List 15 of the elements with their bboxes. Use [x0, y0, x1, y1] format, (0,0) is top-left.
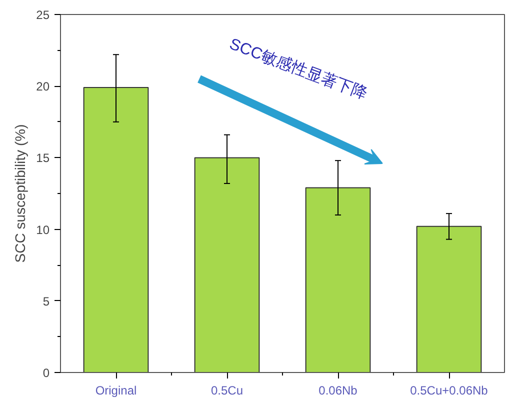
bar	[83, 87, 149, 372]
y-tick-label: 10	[36, 222, 50, 237]
y-tick-label: 0	[42, 366, 50, 380]
x-tick-label: 0.5Cu+0.06Nb	[410, 384, 488, 398]
bar	[416, 226, 482, 372]
y-tick-label: 15	[36, 151, 50, 166]
bar	[305, 187, 371, 372]
annotation: SCC敏感性显著下降	[227, 34, 370, 104]
y-tick-label: 20	[36, 80, 50, 94]
x-tick-label: 0.06Nb	[318, 384, 358, 398]
y-axis-title: SCC susceptibility (%)	[12, 124, 28, 263]
x-tick-label: 0.5Cu	[210, 384, 244, 398]
x-tick-label: Original	[95, 384, 137, 398]
y-tick-label: 5	[42, 294, 50, 308]
y-tick-label: 25	[36, 8, 50, 22]
